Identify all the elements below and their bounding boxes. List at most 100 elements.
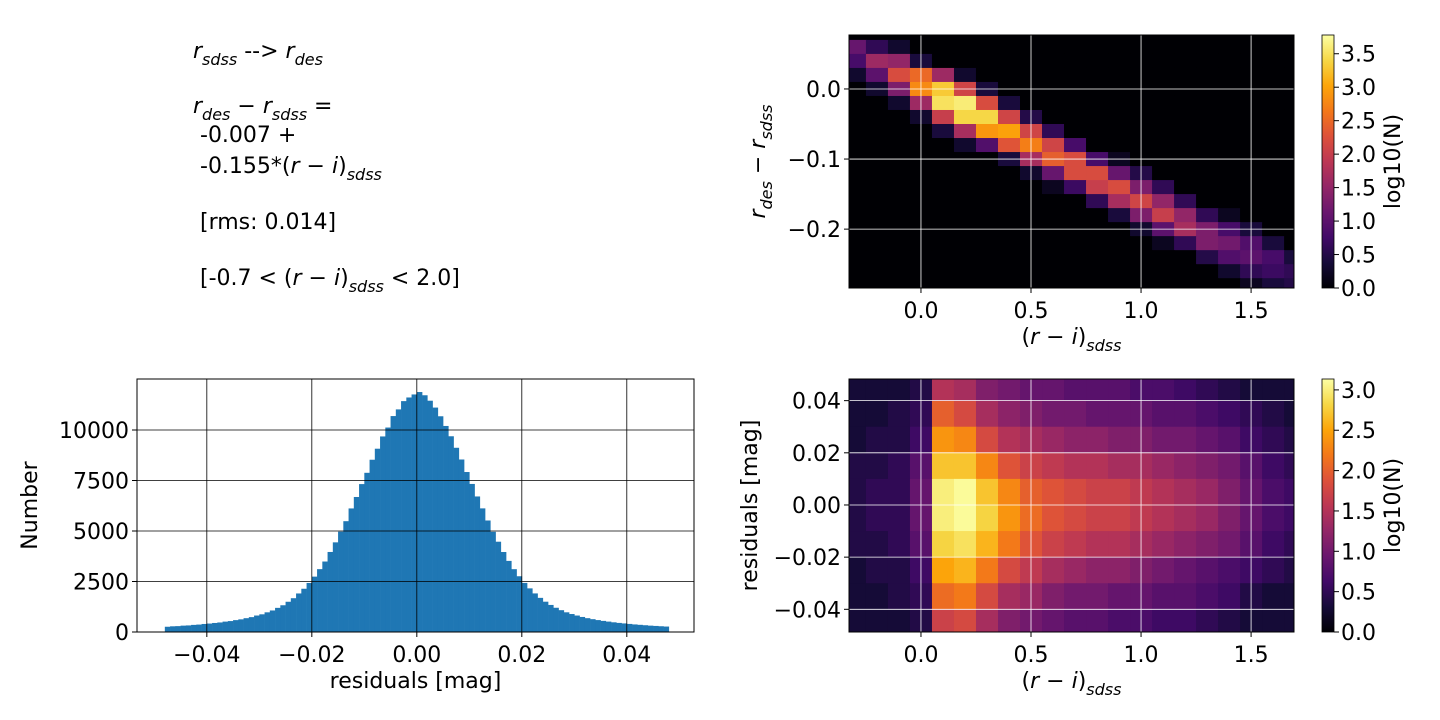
histogram-bar — [495, 541, 502, 632]
histogram-bar — [359, 484, 365, 632]
annotation-line: rsdss --> rdes — [193, 39, 323, 69]
histogram-bar — [322, 561, 328, 632]
hexbin-cell — [953, 67, 977, 83]
hexbin-cell — [1218, 124, 1241, 139]
text-part: r — [291, 154, 302, 179]
text-part: r — [1030, 669, 1041, 694]
hexbin-cell — [931, 194, 955, 209]
hexbin-cell — [1152, 194, 1175, 209]
hexbin-cell — [1108, 426, 1131, 454]
hexbin-cell — [849, 109, 867, 125]
axes-frame — [848, 378, 1295, 633]
histogram-bar — [217, 622, 223, 632]
hexbin-cell — [975, 180, 999, 195]
hexbin-cell — [1262, 194, 1285, 209]
text-part: sdss — [1086, 336, 1121, 355]
hexbin-cell — [997, 379, 1021, 402]
text-part: [rms: 0.014] — [200, 210, 336, 235]
hexbin-cell — [1196, 452, 1219, 480]
hexbin-cell — [953, 95, 977, 111]
hexbin-cell — [1086, 609, 1109, 632]
hexbin-cell — [865, 39, 889, 55]
hexbin-cell — [865, 609, 889, 632]
hexbin-cell — [1262, 426, 1285, 454]
hexbin-cell — [1196, 180, 1219, 195]
histogram-bar — [269, 610, 276, 632]
hexbin-cell — [849, 194, 867, 209]
hexbin-cell — [1108, 95, 1131, 111]
hexbin-cell — [975, 557, 999, 584]
histogram-bar — [301, 588, 307, 632]
hexbin-cell — [1174, 278, 1197, 288]
hexbin-cell — [953, 452, 977, 480]
hexbin-cell — [1152, 478, 1175, 506]
hexbin-cell — [1152, 278, 1175, 288]
hexbin-cell — [1152, 400, 1175, 428]
hexbin-cell — [1174, 180, 1197, 195]
hexbin-cell — [1174, 264, 1197, 279]
hexbin-cell — [1196, 264, 1219, 279]
hexbin-cell — [1218, 379, 1241, 402]
hexbin-cell — [1262, 53, 1285, 69]
hexbin-cell — [997, 557, 1021, 584]
hexbin-cell — [997, 426, 1021, 454]
histogram-bar — [243, 618, 250, 632]
histogram-bar — [595, 620, 601, 632]
hexbin-cell — [1064, 250, 1087, 265]
hexbin-cell — [931, 208, 955, 223]
hexbin-cell — [865, 95, 889, 111]
histogram-bar — [542, 601, 549, 632]
hexbin-cell — [1064, 53, 1087, 69]
y-tick-label: 0.02 — [792, 442, 841, 467]
hexbin-cell — [1086, 426, 1109, 454]
hexbin-cell — [931, 426, 955, 454]
hexbin-cell — [1174, 531, 1197, 558]
hexbin-cell — [1196, 67, 1219, 83]
hexbin-cell — [1086, 583, 1109, 610]
text-part: sdss — [347, 165, 382, 184]
hexbin-cell — [975, 208, 999, 223]
hexbin-cell — [1064, 400, 1087, 428]
hexbin-cell — [1086, 109, 1109, 125]
hexbin-cell — [975, 504, 999, 532]
hexbin-cell — [849, 95, 867, 111]
hexbin-cell — [1284, 39, 1294, 55]
hexbin-cell — [887, 67, 911, 83]
hexbin-cell — [997, 278, 1021, 288]
hexbin-cell — [1064, 609, 1087, 632]
hexbin-cell — [1042, 208, 1065, 223]
x-axis-label: (r − i)sdss — [1022, 325, 1122, 355]
hexbin-cell — [1262, 504, 1285, 532]
hexbin-cell — [865, 124, 889, 139]
hexbin-cell — [1284, 609, 1294, 632]
hexbin-cell — [1086, 67, 1109, 83]
histogram-bar — [453, 447, 460, 632]
histogram-bar — [574, 615, 580, 632]
hexbin-cell — [975, 194, 999, 209]
hexbin-cell — [1174, 236, 1197, 251]
hexbin-cell — [887, 250, 911, 265]
histogram-bar — [427, 400, 433, 632]
hexbin-cell — [1108, 109, 1131, 125]
hexbin-cell — [865, 557, 889, 584]
hexbin-cell — [1196, 166, 1219, 181]
hexbin-cell — [975, 452, 999, 480]
hexbin-cell — [1152, 531, 1175, 558]
hexbin-cell — [997, 39, 1021, 55]
hexbin-cell — [1218, 166, 1241, 181]
hexbin-cell — [865, 379, 889, 402]
hexbin-cell — [887, 53, 911, 69]
hexbin-cell — [887, 583, 911, 610]
histogram-bar — [605, 621, 612, 632]
hexbin-cell — [1218, 250, 1241, 265]
x-tick-label: 0.0 — [903, 299, 938, 324]
hexbin-cell — [1218, 95, 1241, 111]
hexbin-cell — [1196, 478, 1219, 506]
hexbin-cell — [997, 531, 1021, 558]
histogram-bar — [558, 610, 565, 632]
hexbin-cell — [997, 609, 1021, 632]
hexbin-cell — [1042, 379, 1065, 402]
histogram-bar — [626, 623, 633, 632]
hexbin-cell — [1086, 504, 1109, 532]
colorbar — [1321, 34, 1335, 289]
